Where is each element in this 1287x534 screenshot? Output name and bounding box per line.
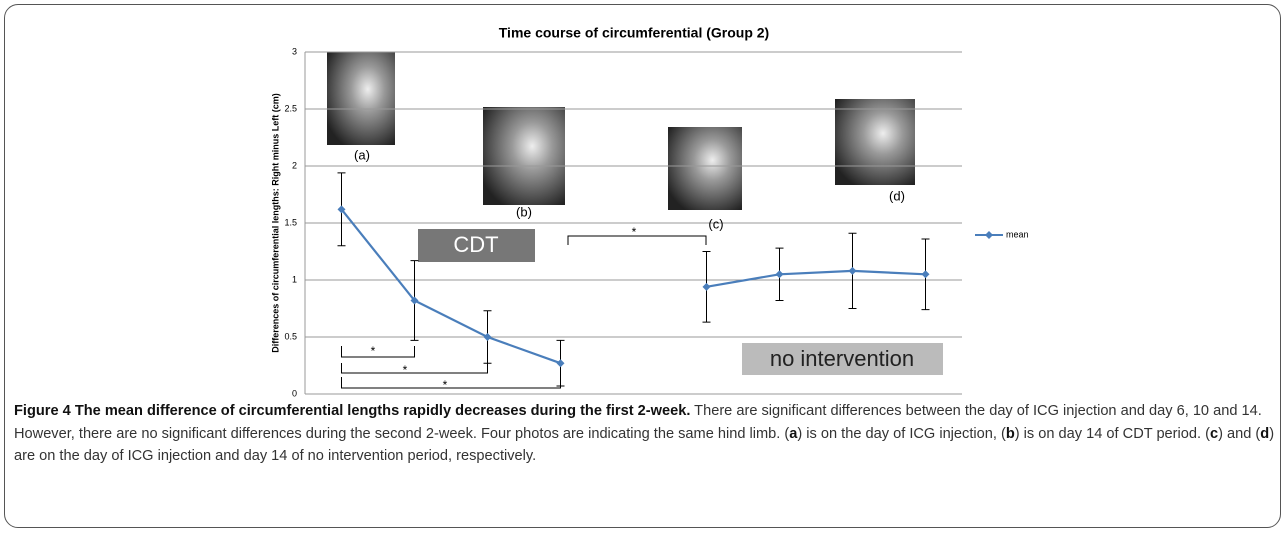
annotation: CDT [453, 232, 498, 257]
photo [483, 107, 565, 205]
marker [776, 270, 784, 278]
y-tick-label: 0 [292, 388, 297, 398]
annotation: (c) [708, 216, 723, 231]
y-tick-label: 1 [292, 274, 297, 284]
caption-letter: b [1006, 426, 1015, 442]
significance-bracket [568, 236, 706, 245]
caption-letter: d [1260, 426, 1269, 442]
marker [849, 267, 857, 275]
photo [835, 99, 915, 185]
caption-title: Figure 4 The mean difference of circumfe… [14, 403, 690, 419]
marker [484, 333, 492, 341]
significance-bracket [342, 363, 488, 373]
legend-marker [985, 231, 993, 239]
y-tick-label: 1.5 [284, 217, 297, 227]
caption-text: ) and ( [1218, 426, 1260, 442]
y-tick-label: 0.5 [284, 331, 297, 341]
chart: Time course of circumferential (Group 2)… [0, 0, 1287, 400]
photo [327, 52, 395, 145]
annotation: no intervention [770, 346, 914, 371]
marker [703, 283, 711, 291]
annotation: * [632, 225, 637, 239]
marker [922, 270, 930, 278]
caption-letter: c [1210, 426, 1218, 442]
annotation: (b) [516, 204, 532, 219]
legend-label: mean [1006, 229, 1029, 239]
annotation: (d) [889, 188, 905, 203]
page: {"chart_data":{"type":"line","title":"Ti… [0, 0, 1287, 534]
annotation: (a) [354, 147, 370, 162]
caption-text: ) is on day 14 of CDT period. ( [1015, 426, 1210, 442]
annotation: * [371, 344, 376, 358]
y-axis-label: Differences of circumferential lengths: … [270, 93, 280, 353]
y-tick-label: 2 [292, 160, 297, 170]
photo [668, 127, 742, 210]
annotation: * [443, 378, 448, 392]
caption: Figure 4 The mean difference of circumfe… [14, 400, 1276, 468]
y-tick-label: 2.5 [284, 103, 297, 113]
y-tick-label: 3 [292, 46, 297, 56]
significance-bracket [342, 346, 415, 357]
significance-bracket [342, 377, 561, 388]
marker [557, 359, 565, 367]
caption-text: ) is on the day of ICG injection, ( [797, 426, 1005, 442]
annotation: * [403, 363, 408, 377]
chart-title: Time course of circumferential (Group 2) [499, 25, 769, 41]
